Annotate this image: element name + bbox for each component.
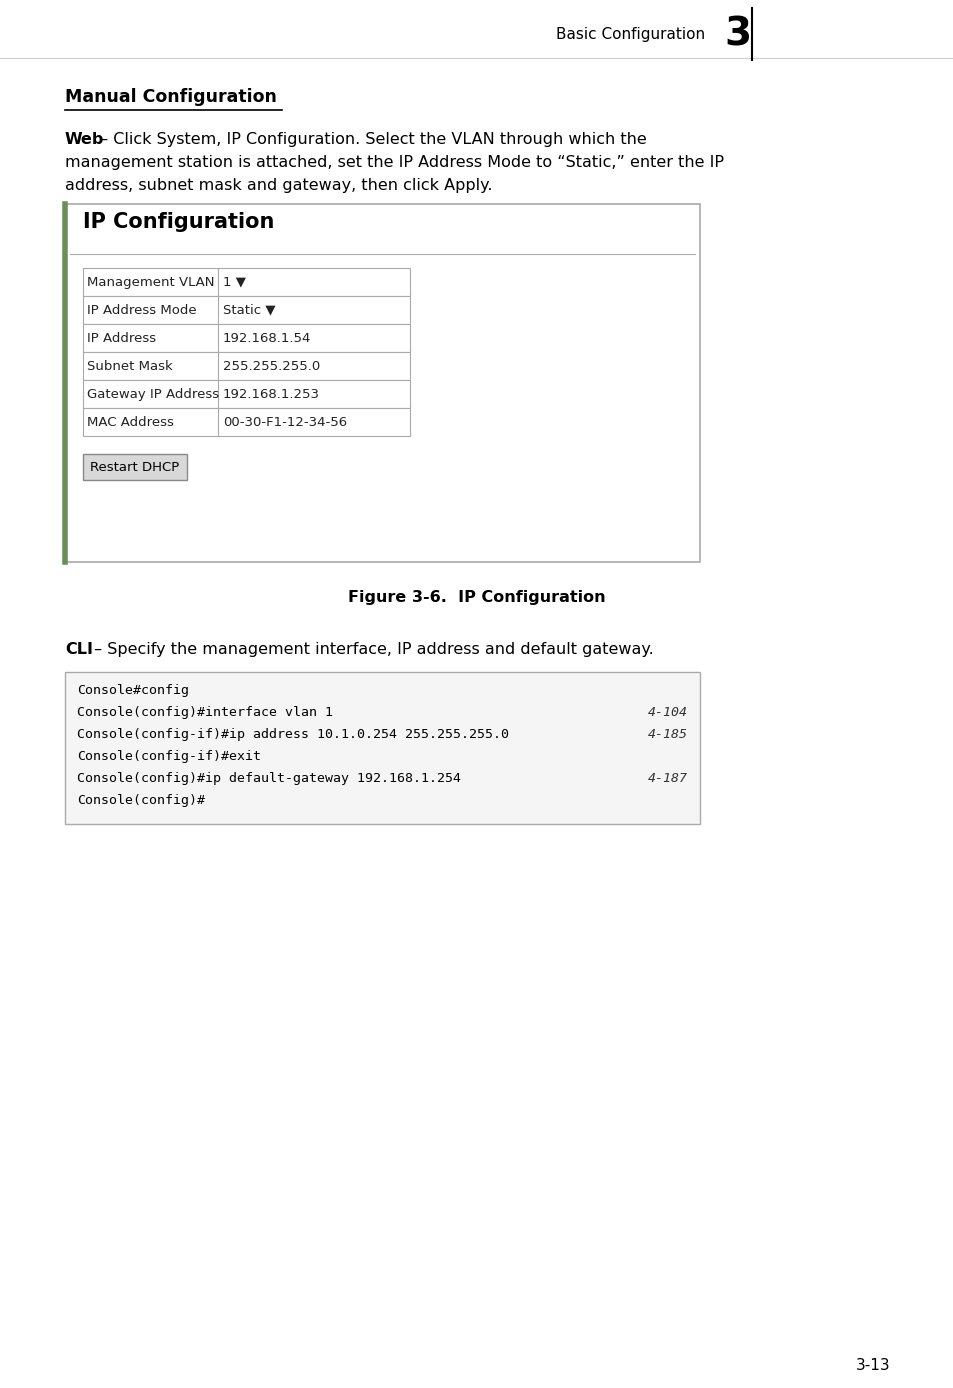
Text: Console(config)#: Console(config)# (77, 794, 205, 806)
Text: 4-185: 4-185 (647, 727, 687, 741)
Text: 4-104: 4-104 (647, 706, 687, 719)
Text: Basic Configuration: Basic Configuration (556, 26, 704, 42)
Text: CLI: CLI (65, 643, 92, 657)
Text: 00-30-F1-12-34-56: 00-30-F1-12-34-56 (223, 415, 347, 429)
Text: 255.255.255.0: 255.255.255.0 (223, 359, 320, 372)
Text: Manual Configuration: Manual Configuration (65, 87, 276, 105)
Bar (83, 408, 410, 436)
Text: 3: 3 (723, 15, 751, 53)
Bar (65, 672, 700, 824)
Text: Console(config-if)#exit: Console(config-if)#exit (77, 750, 261, 763)
Text: Static ▼: Static ▼ (223, 304, 275, 316)
Bar (83, 454, 187, 480)
Text: management station is attached, set the IP Address Mode to “Static,” enter the I: management station is attached, set the … (65, 155, 723, 169)
Bar (83, 380, 410, 408)
Text: 192.168.1.253: 192.168.1.253 (223, 387, 319, 401)
Text: – Click System, IP Configuration. Select the VLAN through which the: – Click System, IP Configuration. Select… (95, 132, 646, 147)
Text: Subnet Mask: Subnet Mask (87, 359, 172, 372)
Text: Restart DHCP: Restart DHCP (91, 461, 179, 473)
Text: IP Configuration: IP Configuration (83, 212, 274, 232)
Text: IP Address Mode: IP Address Mode (87, 304, 196, 316)
Text: Management VLAN: Management VLAN (87, 275, 214, 289)
Text: Figure 3-6.  IP Configuration: Figure 3-6. IP Configuration (348, 590, 605, 605)
Bar (83, 268, 410, 296)
Text: 4-187: 4-187 (647, 772, 687, 786)
Bar (83, 296, 410, 323)
Text: – Specify the management interface, IP address and default gateway.: – Specify the management interface, IP a… (89, 643, 653, 657)
Text: Web: Web (65, 132, 104, 147)
Text: 3-13: 3-13 (855, 1357, 889, 1373)
Text: IP Address: IP Address (87, 332, 156, 344)
Text: 192.168.1.54: 192.168.1.54 (223, 332, 311, 344)
Text: Console(config-if)#ip address 10.1.0.254 255.255.255.0: Console(config-if)#ip address 10.1.0.254… (77, 727, 509, 741)
Text: Console#config: Console#config (77, 684, 189, 697)
Text: MAC Address: MAC Address (87, 415, 173, 429)
Bar (83, 323, 410, 353)
Bar (65, 204, 700, 562)
Text: Console(config)#interface vlan 1: Console(config)#interface vlan 1 (77, 706, 333, 719)
Text: address, subnet mask and gateway, then click Apply.: address, subnet mask and gateway, then c… (65, 178, 492, 193)
Text: Console(config)#ip default-gateway 192.168.1.254: Console(config)#ip default-gateway 192.1… (77, 772, 460, 786)
Text: 1 ▼: 1 ▼ (223, 275, 246, 289)
Text: Gateway IP Address: Gateway IP Address (87, 387, 219, 401)
Bar (83, 353, 410, 380)
